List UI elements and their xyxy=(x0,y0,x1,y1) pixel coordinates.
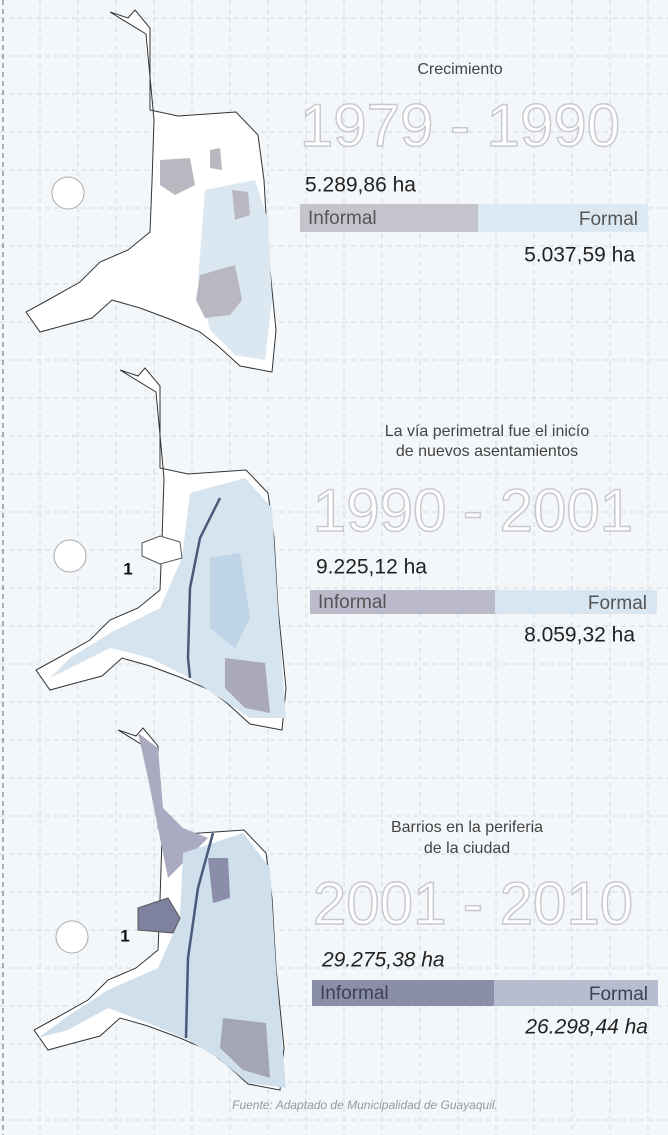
panel-subtitle: de nuevos asentamientos xyxy=(396,443,578,460)
informal-value: 29.275,38 ha xyxy=(321,949,445,972)
formal-value: 26.298,44 ha xyxy=(524,1016,648,1039)
formal-label: Formal xyxy=(588,593,647,614)
formal-bar xyxy=(494,980,658,1006)
map-label: 1 xyxy=(123,559,132,578)
formal-label: Formal xyxy=(579,209,638,230)
period: 1979 - 1990 xyxy=(300,92,620,159)
formal-value: 8.059,32 ha xyxy=(524,624,635,647)
informal-bar xyxy=(300,204,479,232)
informal-label: Informal xyxy=(308,208,377,229)
source: Fuente: Adaptado de Municipalidad de Gua… xyxy=(232,1098,498,1112)
formal-bar xyxy=(495,590,657,614)
informal-bar xyxy=(310,590,496,614)
informal-value: 9.225,12 ha xyxy=(316,556,427,579)
formal-value: 5.037,59 ha xyxy=(524,244,635,267)
panel-subtitle: La vía perimetral fue el inicío xyxy=(385,423,590,440)
panel-subtitle: Crecimiento xyxy=(417,61,502,78)
panels: Crecimiento 1979 - 1990 5.289,86 ha 5.037,5… xyxy=(120,61,658,1112)
informal-value: 5.289,86 ha xyxy=(305,174,416,197)
formal-label: Formal xyxy=(589,984,648,1005)
map-1979 xyxy=(25,9,277,373)
map-2001 xyxy=(33,727,286,1091)
panel-subtitle: Barrios en la periferia xyxy=(391,819,543,836)
period: 2001 - 2010 xyxy=(313,870,633,937)
map-1990 xyxy=(35,367,287,731)
panel-subtitle: de la ciudad xyxy=(424,840,510,857)
formal-bar xyxy=(478,204,648,232)
informal-bar xyxy=(312,980,495,1006)
informal-label: Informal xyxy=(318,592,387,613)
map-label: 1 xyxy=(120,926,129,945)
period: 1990 - 2001 xyxy=(313,477,633,544)
informal-label: Informal xyxy=(320,983,389,1004)
